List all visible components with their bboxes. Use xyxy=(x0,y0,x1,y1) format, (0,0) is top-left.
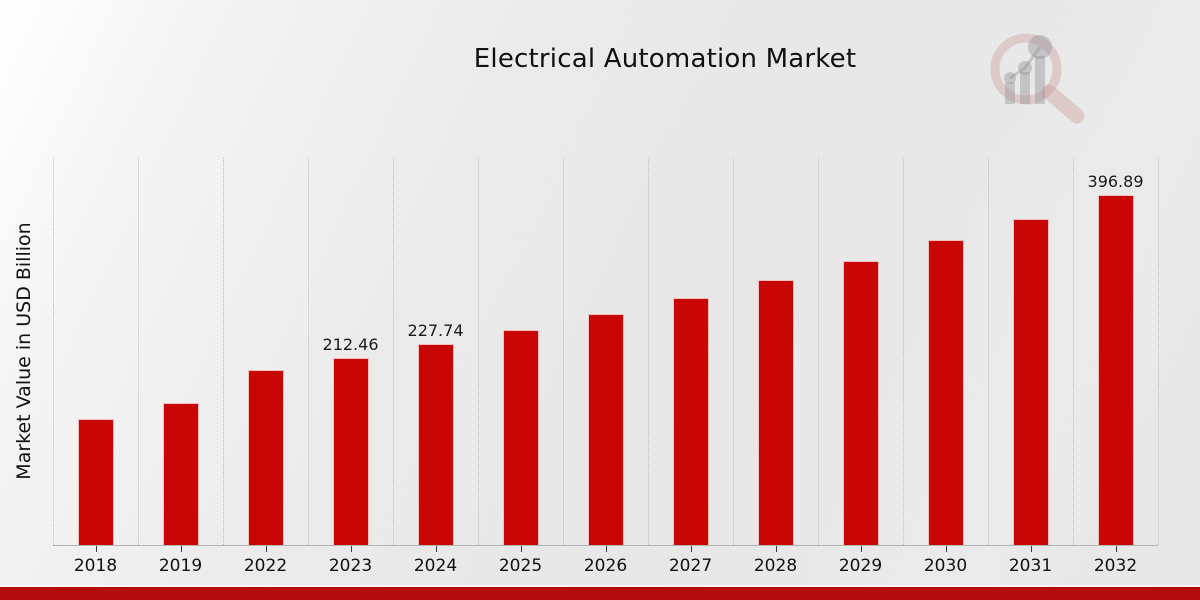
bottom-strip-highlight xyxy=(0,585,1200,587)
magnifier-icon xyxy=(990,33,1085,124)
x-axis-tick xyxy=(1115,546,1117,552)
gridline xyxy=(478,158,479,545)
magnifier-bar-chart-logo-icon xyxy=(990,33,1085,124)
gridline xyxy=(223,158,224,545)
chart-title: Electrical Automation Market xyxy=(473,44,857,74)
bar-2019 xyxy=(162,403,199,545)
x-tick-label-2032: 2032 xyxy=(1093,556,1138,576)
bar-value-label-2024: 227.74 xyxy=(407,321,464,341)
x-axis-tick xyxy=(95,546,97,552)
x-tick-label-2026: 2026 xyxy=(583,556,628,576)
bar-2028 xyxy=(757,279,794,545)
x-axis-tick xyxy=(1030,546,1032,552)
bar-value-label-2023: 212.46 xyxy=(322,334,379,354)
x-axis-tick xyxy=(860,546,862,552)
x-tick-label-2025: 2025 xyxy=(498,556,543,576)
x-tick-label-2023: 2023 xyxy=(328,556,373,576)
bar-value-label-2032: 396.89 xyxy=(1087,172,1144,191)
x-tick-label-2027: 2027 xyxy=(668,556,713,576)
gridline xyxy=(563,158,564,545)
x-axis-tick xyxy=(945,546,947,552)
bar-2022 xyxy=(247,370,284,545)
gridline xyxy=(648,158,649,545)
gridline xyxy=(393,158,394,545)
gridline xyxy=(1073,158,1074,545)
x-tick-label-2031: 2031 xyxy=(1008,556,1053,576)
x-tick-label-2030: 2030 xyxy=(923,556,968,576)
bar-2025 xyxy=(502,329,539,545)
gridline xyxy=(903,158,904,545)
bar-2027 xyxy=(672,297,709,545)
x-axis-tick xyxy=(520,546,522,552)
bar-2018 xyxy=(77,418,114,545)
bar-2030 xyxy=(927,240,964,545)
x-axis-tick xyxy=(775,546,777,552)
gridline xyxy=(988,158,989,545)
x-tick-label-2022: 2022 xyxy=(243,556,288,576)
gridline xyxy=(1158,158,1159,545)
x-axis-tick xyxy=(690,546,692,552)
bar-2029 xyxy=(842,260,879,545)
bar-2032 xyxy=(1097,195,1134,545)
gridline xyxy=(818,158,819,545)
gridline xyxy=(138,158,139,545)
bar-2024 xyxy=(417,344,454,545)
bar-2026 xyxy=(587,314,624,545)
growth-bars-icon xyxy=(1004,35,1052,104)
x-tick-label-2024: 2024 xyxy=(413,556,458,576)
plot-area: 2018 2019 2022 212.46 2023 227.74 2024 2025 2026… xyxy=(53,157,1159,576)
bar-2023 xyxy=(332,357,369,545)
y-axis-label: Market Value in USD Billion xyxy=(13,222,35,480)
x-axis-tick xyxy=(265,546,267,552)
x-axis-tick xyxy=(180,546,182,552)
x-tick-label-2028: 2028 xyxy=(753,556,798,576)
gridline xyxy=(53,158,54,545)
gridline xyxy=(308,158,309,545)
x-axis-tick xyxy=(605,546,607,552)
bar-2031 xyxy=(1012,218,1049,545)
bottom-brand-strip xyxy=(0,587,1200,600)
x-axis-tick xyxy=(350,546,352,552)
x-axis-tick xyxy=(435,546,437,552)
x-tick-label-2029: 2029 xyxy=(838,556,883,576)
x-tick-label-2019: 2019 xyxy=(158,556,203,576)
x-tick-label-2018: 2018 xyxy=(73,556,118,576)
gridline xyxy=(733,158,734,545)
